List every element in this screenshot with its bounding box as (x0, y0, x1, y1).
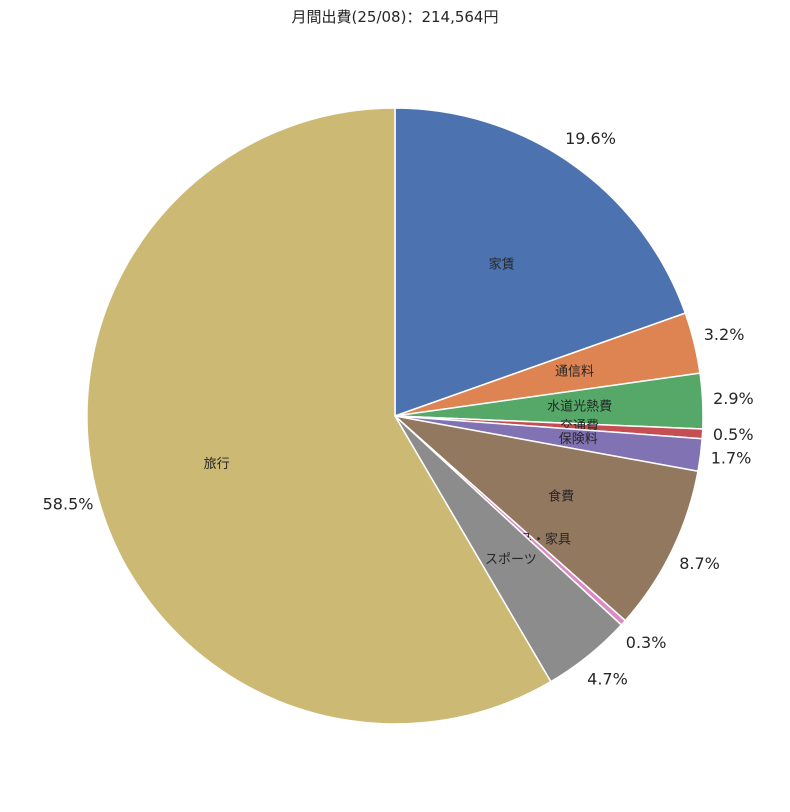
slice-percent-label: 0.5% (713, 425, 754, 444)
slice-percent-label: 3.2% (704, 325, 745, 344)
slice-category-label: 通信料 (555, 365, 594, 380)
slice-category-label: 旅行 (204, 457, 230, 472)
pie-slice (394, 107, 687, 417)
chart-title: 月間出費(25/08)：214,564円 (291, 8, 499, 26)
slice-category-label: 保険料 (559, 432, 598, 447)
slice-category-label: 食費 (548, 488, 574, 504)
slice-category-label: 水道光熱費 (547, 400, 612, 415)
slice-category-label: 家賃 (489, 257, 515, 273)
slice-percent-label: 8.7% (679, 554, 720, 573)
slice-percent-label: 19.6% (565, 129, 616, 148)
slice-percent-label: 0.3% (626, 633, 667, 652)
slice-percent-label: 4.7% (587, 669, 628, 688)
slice-percent-label: 58.5% (43, 494, 94, 513)
pie-slice (394, 415, 699, 622)
slice-category-label: スポーツ (485, 552, 537, 567)
slice-percent-label: 1.7% (711, 448, 752, 467)
slice-percent-label: 2.9% (713, 389, 754, 408)
pie-slice (86, 107, 552, 725)
